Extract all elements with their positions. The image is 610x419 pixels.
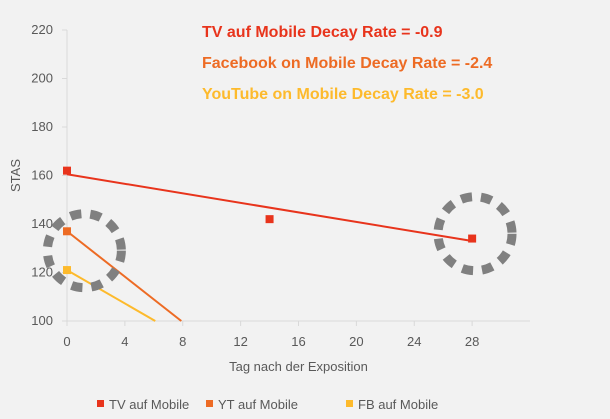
y-tick-label: 100	[31, 313, 53, 328]
highlight-circle-0	[42, 209, 126, 293]
annotation-2: YouTube on Mobile Decay Rate = -3.0	[202, 86, 484, 103]
data-point-series-0-2	[468, 234, 477, 243]
trendline-series-2	[66, 269, 156, 322]
legend-swatch-2	[346, 400, 353, 407]
y-tick-label: 180	[31, 119, 53, 134]
highlight-circle-1	[433, 192, 517, 276]
legend-label-0: TV auf Mobile	[109, 397, 189, 412]
trendline-series-1	[66, 230, 182, 322]
y-tick-label: 200	[31, 71, 53, 86]
data-point-series-0-0	[63, 166, 71, 175]
legend-swatch-0	[97, 400, 104, 407]
trendlines	[66, 173, 473, 322]
annotation-1: Facebook on Mobile Decay Rate = -2.4	[202, 55, 492, 72]
y-tick-label: 120	[31, 265, 53, 280]
x-tick-label: 24	[407, 334, 421, 349]
x-tick-label: 0	[63, 334, 70, 349]
legend-label-2: FB auf Mobile	[358, 397, 438, 412]
legend-label-1: YT auf Mobile	[218, 397, 298, 412]
x-tick-label: 8	[179, 334, 186, 349]
y-axis-title: STAS	[8, 159, 23, 192]
x-tick-label: 28	[465, 334, 479, 349]
annotation-0: TV auf Mobile Decay Rate = -0.9	[202, 24, 443, 41]
annotations: TV auf Mobile Decay Rate = -0.9 Facebook …	[202, 24, 492, 103]
x-tick-label: 4	[121, 334, 128, 349]
trendline-series-0	[66, 173, 473, 242]
x-tick-label: 12	[233, 334, 247, 349]
highlight-circles	[42, 192, 517, 293]
x-axis-title: Tag nach der Exposition	[229, 359, 368, 374]
y-tick-label: 140	[31, 216, 53, 231]
legend-swatch-1	[206, 400, 213, 407]
axes: 100 120 140 160 180 200 220 0 4 8 12 16 20 24 28 Tag na…	[8, 22, 530, 374]
y-tick-label: 220	[31, 22, 53, 37]
x-tick-label: 16	[291, 334, 305, 349]
data-point-series-0-1	[265, 215, 274, 224]
data-point-series-2-0	[63, 266, 71, 275]
x-tick-label: 20	[349, 334, 363, 349]
data-point-series-1-0	[63, 227, 71, 236]
data-points	[63, 166, 477, 275]
y-tick-label: 160	[31, 168, 53, 183]
legend: TV auf Mobile YT auf Mobile FB auf Mobile	[97, 397, 438, 412]
